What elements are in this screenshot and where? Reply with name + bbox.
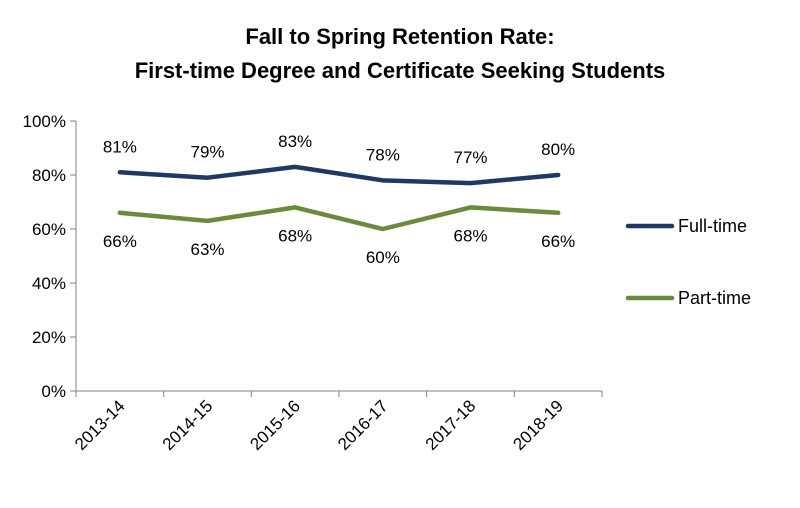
series-layer [117,164,561,232]
data-label: 83% [278,132,312,151]
x-tick-label: 2014-15 [159,396,217,454]
axes: 0% 20% 40% 60% 80% 100% 2013-14 2014-15 2015-16 2… [23,112,603,454]
data-label: 80% [541,140,575,159]
data-label: 79% [190,143,224,162]
x-tick-label: 2013-14 [71,396,129,454]
x-tick-label: 2017-18 [422,396,480,454]
chart-title: Fall to Spring Retention Rate: First-tim… [0,20,800,88]
series-line-full-time [117,164,561,186]
data-label: 77% [453,148,487,167]
legend: Full-time Part-time [625,216,751,308]
x-tick-label: 2015-16 [246,396,304,454]
y-tick-label: 60% [32,220,66,239]
data-label: 60% [366,248,400,267]
data-label: 68% [453,226,487,245]
x-tick-label: 2016-17 [334,396,392,454]
x-tick-label: 2018-19 [509,396,567,454]
y-tick-label: 40% [32,274,66,293]
y-tick-label: 80% [32,166,66,185]
chart-title-line1: Fall to Spring Retention Rate: [245,24,555,49]
data-label: 81% [103,137,137,156]
data-labels: 81% 79% 83% 78% 77% 80% 66% 63% 68% 60% 68% 66% [103,132,575,267]
data-label: 66% [541,232,575,251]
data-label: 78% [366,145,400,164]
y-tick-label: 100% [23,112,66,131]
chart-title-line2: First-time Degree and Certificate Seekin… [134,58,666,83]
data-label: 66% [103,232,137,251]
data-label: 63% [190,240,224,259]
series-line-part-time [117,205,561,232]
data-label: 68% [278,226,312,245]
y-tick-label: 20% [32,328,66,347]
y-tick-label: 0% [41,382,66,401]
legend-label: Part-time [678,288,751,308]
legend-label: Full-time [678,216,747,236]
